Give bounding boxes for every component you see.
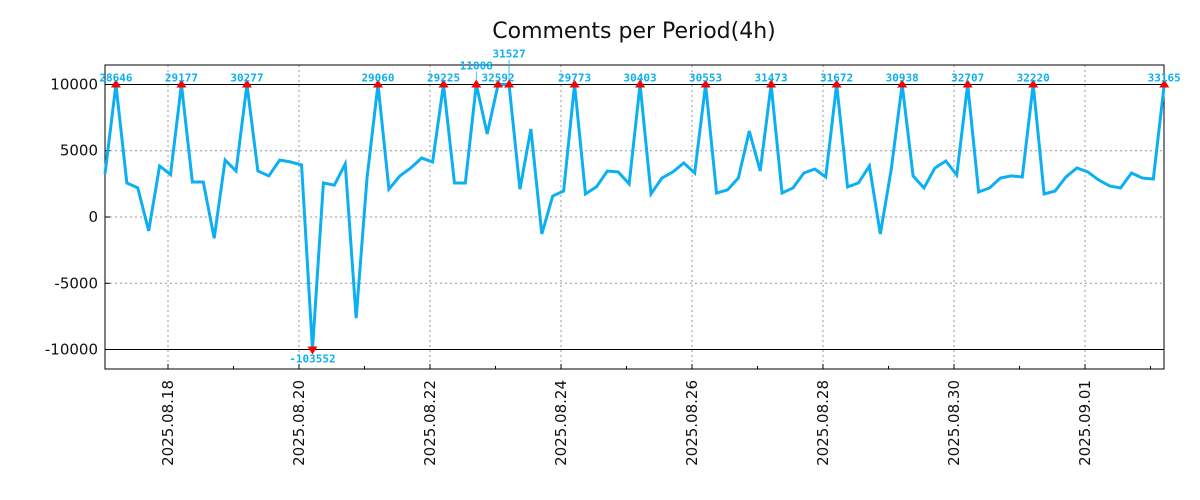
- clip-marker-up: [438, 79, 449, 88]
- x-tick-label: 2025.08.20: [290, 380, 308, 466]
- y-tick-label: 0: [88, 208, 98, 226]
- y-tick-label: 10000: [50, 75, 98, 93]
- x-tick-label: 2025.09.01: [1076, 380, 1094, 466]
- grid: [105, 65, 1164, 369]
- y-tick-label: -10000: [45, 341, 98, 359]
- clip-marker-up: [373, 79, 383, 88]
- clip-marker-up: [962, 79, 973, 88]
- clip-marker-down: [307, 346, 318, 355]
- point-label: 31527: [492, 47, 525, 60]
- clip-marker-up: [504, 79, 515, 88]
- point-label: 33165: [1148, 71, 1181, 84]
- point-label: -103552: [289, 353, 335, 366]
- point-label: 30403: [624, 71, 657, 84]
- clip-marker-up: [471, 79, 482, 88]
- point-label: 31672: [820, 71, 853, 84]
- point-label: 32707: [951, 71, 984, 84]
- y-tick-label: -5000: [54, 274, 98, 292]
- clip-marker-up: [110, 79, 121, 88]
- point-label: 30938: [886, 71, 919, 84]
- point-label: 30553: [689, 71, 722, 84]
- x-tick-label: 2025.08.22: [421, 380, 439, 466]
- x-tick-label: 2025.08.26: [683, 380, 701, 466]
- point-label: 29177: [165, 71, 198, 84]
- point-label: 29773: [558, 71, 591, 84]
- clip-marker-up: [241, 79, 252, 88]
- clip-marker-up: [831, 79, 842, 88]
- marks: 28646 29177 30277 -103552 29060 2922511008325…: [99, 47, 1180, 365]
- clip-marker-up: [569, 79, 580, 88]
- clip-marker-up: [493, 79, 504, 88]
- point-label: 29225: [427, 71, 460, 84]
- clip-marker-up: [176, 79, 187, 88]
- x-tick-label: 2025.08.18: [159, 380, 177, 466]
- clip-marker-up: [897, 79, 908, 88]
- series: [103, 82, 1166, 350]
- point-label: 31473: [755, 71, 788, 84]
- clip-marker-up: [1028, 79, 1039, 88]
- clip-marker-up: [635, 79, 646, 88]
- x-tick-label: 2025.08.28: [814, 380, 832, 466]
- series-line: [103, 82, 1166, 350]
- point-label: 28646: [99, 71, 132, 84]
- clip-marker-up: [700, 79, 711, 88]
- point-label: 32220: [1017, 71, 1050, 84]
- y-tick-label: 5000: [60, 142, 98, 160]
- clip-marker-up: [1159, 79, 1170, 88]
- axes: 10000 5000 0 -5000 -10000 2025.08.18 2025.08.2…: [45, 64, 1165, 466]
- plot-frame: [104, 64, 1165, 370]
- point-label: 32592: [482, 71, 515, 84]
- point-label: 11008: [460, 59, 493, 72]
- x-tick-label: 2025.08.30: [945, 380, 963, 466]
- clip-marker-up: [766, 79, 777, 88]
- point-label: 30277: [230, 71, 263, 84]
- chart-title: Comments per Period(4h): [492, 19, 776, 44]
- point-label: 29060: [361, 71, 394, 84]
- x-tick-label: 2025.08.24: [552, 380, 570, 466]
